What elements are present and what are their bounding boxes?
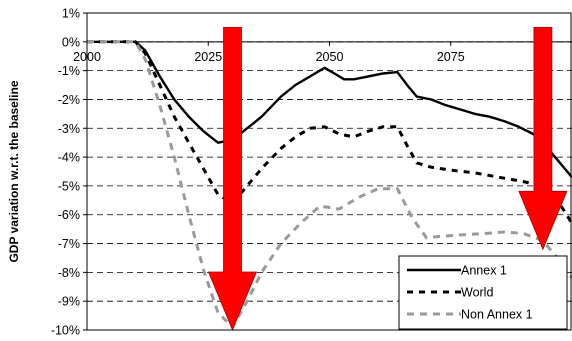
y-tick-label: -1% <box>58 64 80 78</box>
y-tick-label: 1% <box>62 7 80 21</box>
y-tick-label: -10% <box>51 324 80 338</box>
y-axis-label: GDP variation w.r.t. the baseline <box>7 80 21 262</box>
y-tick-label: -4% <box>58 151 80 165</box>
legend: Annex 1 World Non Annex 1 <box>398 255 568 330</box>
y-tick-label: -9% <box>58 295 80 309</box>
y-tick-label: 0% <box>62 35 80 49</box>
y-tick-label: -5% <box>58 179 80 193</box>
legend-label: World <box>461 286 493 300</box>
y-tick-label: -3% <box>58 122 80 136</box>
legend-label: Non Annex 1 <box>461 308 533 322</box>
x-tick-label: 2075 <box>437 50 465 64</box>
plot-frame <box>86 12 572 331</box>
series-layer <box>87 40 572 329</box>
series-line-3 <box>87 40 572 329</box>
x-tick-label: 2050 <box>316 50 344 64</box>
series-line-2 <box>87 40 572 225</box>
legend-box <box>398 255 568 330</box>
y-axis-ticks: 1% 0% -1% -2% -3% -4% -5% -6% -7% -8% -9% -10% <box>51 7 87 338</box>
x-tick-label: 2025 <box>194 50 222 64</box>
legend-label: Annex 1 <box>461 264 507 278</box>
down-arrow-1 <box>207 26 258 332</box>
annotation-arrows <box>207 26 568 332</box>
y-tick-label: -7% <box>58 237 80 251</box>
y-tick-label: -6% <box>58 208 80 222</box>
x-axis-ticks: 2000 2025 2050 2075 <box>73 41 572 64</box>
series-line-1 <box>87 40 572 179</box>
down-arrow-2 <box>518 26 568 251</box>
y-tick-label: -8% <box>58 266 80 280</box>
y-tick-label: -2% <box>58 93 80 107</box>
